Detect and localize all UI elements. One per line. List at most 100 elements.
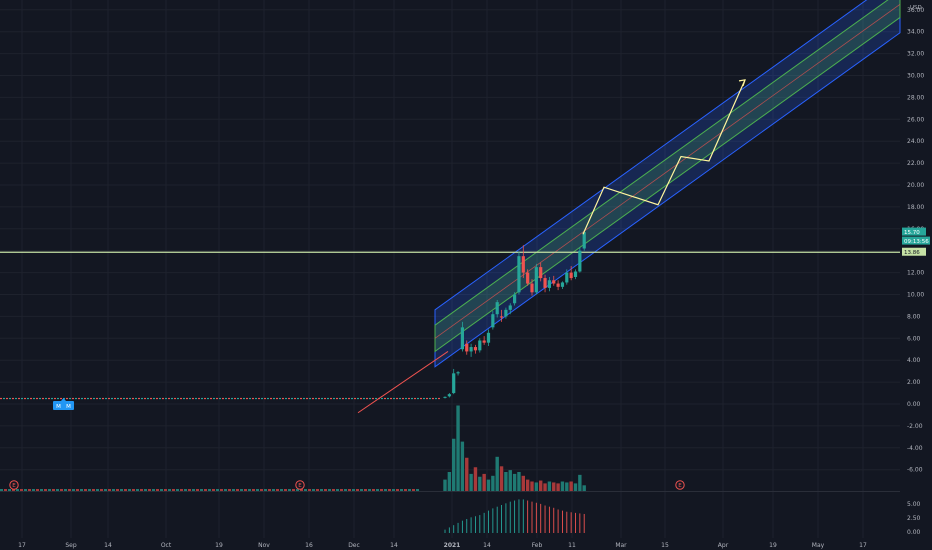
volume-bar: [573, 483, 578, 491]
volume-bar-pre: [408, 489, 411, 491]
price-tick-label: -2.00: [907, 423, 923, 430]
split-marker-badge[interactable]: [53, 401, 74, 410]
volume-bar-pre: [344, 489, 347, 491]
volume-bar-pre: [156, 489, 159, 491]
currency-label: USD: [910, 5, 922, 11]
volume-bar-pre: [192, 489, 195, 491]
candle-body: [573, 271, 578, 277]
candle-body: [495, 302, 499, 315]
volume-bar: [486, 479, 491, 491]
volume-bar-pre: [400, 489, 403, 491]
volume-bar-pre: [196, 489, 199, 491]
volume-bar-pre: [188, 489, 191, 491]
volume-bar-pre: [160, 489, 163, 491]
volume-bar-pre: [304, 489, 307, 491]
volume-bar-pre: [308, 489, 311, 491]
volume-bar: [456, 405, 460, 491]
volume-bar-pre: [300, 489, 303, 491]
volume-bar-pre: [76, 489, 79, 491]
volume-bar-pre: [44, 489, 47, 491]
time-tick-label: Mar: [615, 542, 627, 549]
volume-bar-pre: [320, 489, 323, 491]
volume-bar-pre: [372, 489, 375, 491]
volume-bar: [499, 466, 504, 491]
price-tick-label: 8.00: [907, 313, 921, 320]
volume-bar-pre: [40, 489, 43, 491]
countdown-badge: [902, 236, 930, 245]
volume-bar-pre: [68, 489, 71, 491]
volume-bar: [556, 483, 560, 491]
volume-bar-pre: [220, 489, 223, 491]
earnings-marker-label: E: [12, 483, 16, 489]
candle-body: [452, 373, 456, 394]
volume-bar-pre: [368, 489, 371, 491]
trend-line[interactable]: [357, 351, 449, 414]
volume-bar: [443, 479, 447, 491]
volume-bar-pre: [256, 489, 259, 491]
volume-bar-pre: [148, 489, 151, 491]
time-axis[interactable]: 17 Sep 14 Oct 19 Nov 16 Dec 14 2021 14 Feb 11 Mar 15 Ap…: [18, 542, 867, 549]
volume-bar-pre: [4, 489, 7, 491]
candle-body: [552, 280, 556, 284]
volume-bar-pre: [56, 489, 59, 491]
level-label: 13.86: [904, 250, 920, 256]
volume-bar: [543, 483, 547, 491]
time-tick-label: Oct: [161, 542, 172, 549]
volume-bar: [578, 474, 582, 491]
earnings-marker-icon[interactable]: [675, 480, 685, 490]
earnings-marker-icon[interactable]: [9, 480, 19, 490]
volume-bar-pre: [132, 489, 135, 491]
candle-body: [539, 267, 543, 279]
volume-bar-pre: [140, 489, 143, 491]
volume-bar-pre: [36, 489, 39, 491]
volume-bar-pre: [384, 489, 387, 491]
volume-bar: [447, 472, 452, 491]
volume-bar-pre: [88, 489, 91, 491]
volume-bar-pre: [416, 489, 419, 491]
earnings-marker-label: E: [298, 483, 302, 489]
volume-bar-pre: [104, 489, 107, 491]
candle-body: [526, 272, 530, 284]
volume-bar: [539, 480, 543, 491]
volume-bar: [508, 470, 512, 491]
volume-bar: [517, 472, 521, 491]
volume-bar-pre: [268, 489, 271, 491]
candle-body: [456, 372, 460, 374]
volume-bar-pre: [208, 489, 211, 491]
price-tick-label: 30.00: [907, 73, 924, 80]
earnings-marker-icon[interactable]: [295, 480, 305, 490]
split-marker-pointer: [61, 398, 66, 401]
volume-bar-pre: [24, 489, 27, 491]
event-markers[interactable]: E E E M M: [9, 398, 685, 490]
price-tick-label: 2.00: [907, 379, 921, 386]
oscillator-axis[interactable]: 5.00 2.50 0.00: [907, 501, 921, 536]
volume-bar-pre: [20, 489, 23, 491]
volume-bar-pre: [284, 489, 287, 491]
regression-channel[interactable]: [434, 0, 901, 368]
price-tick-label: 20.00: [907, 182, 924, 189]
candle-body: [482, 340, 486, 343]
volume-bar-pre: [360, 489, 363, 491]
volume-bar-pre: [292, 489, 295, 491]
volume-bar-pre: [144, 489, 147, 491]
candle-body: [443, 396, 447, 398]
projection-path[interactable]: [582, 79, 746, 235]
volume-bar-pre: [8, 489, 11, 491]
last-price-label: 15.70: [904, 230, 920, 236]
last-price-badge: [902, 227, 926, 236]
volume-bar-pre: [64, 489, 67, 491]
candle-body: [504, 309, 508, 317]
volume-bar-pre: [128, 489, 131, 491]
price-tick-label: 4.00: [907, 357, 921, 364]
volume-bar-pre: [412, 489, 415, 491]
volume-bar-pre: [312, 489, 315, 491]
volume-bar-pre: [228, 489, 231, 491]
price-tick-label: 26.00: [907, 116, 924, 123]
price-tick-label: -6.00: [907, 467, 923, 474]
time-tick-label: Sep: [65, 542, 77, 549]
volume-bar-pre: [388, 489, 391, 491]
projection-arrowhead: [738, 79, 746, 87]
volume-bar-pre: [172, 489, 175, 491]
